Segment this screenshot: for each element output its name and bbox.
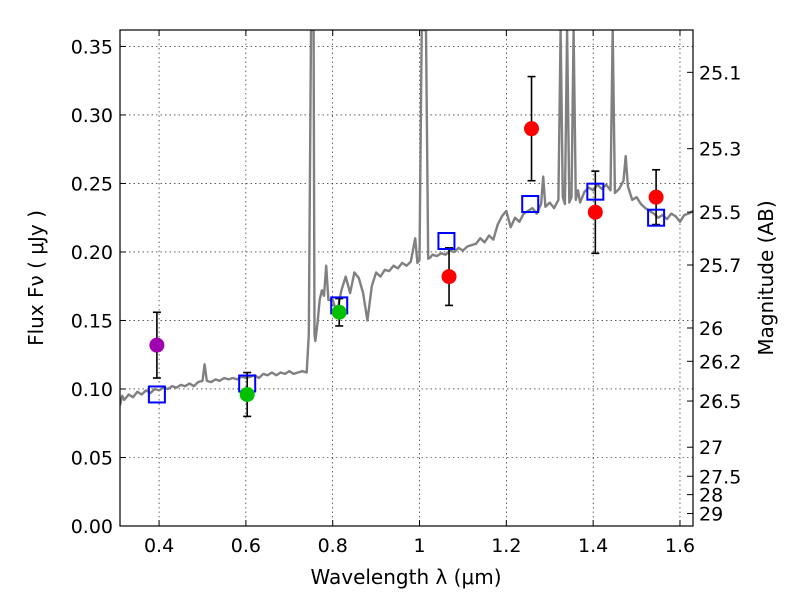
model-spectrum-line	[120, 30, 693, 406]
mag-tick-label: 25.1	[699, 62, 741, 84]
y-axis-label: Flux Fν ( μJy )	[24, 210, 48, 346]
x-tick-label: 1.4	[578, 535, 608, 557]
observed-point	[239, 386, 255, 402]
y-tick-label: 0.20	[71, 242, 113, 264]
mag-tick-label: 26	[699, 318, 723, 340]
model-point-square	[147, 385, 166, 404]
x-tick-label: 1	[413, 535, 425, 557]
x-tick-label: 0.4	[144, 535, 174, 557]
observed-point	[587, 204, 603, 220]
observed-point	[149, 337, 165, 353]
model-point-square	[521, 195, 540, 214]
axis-ticks: 0.4 0.6 0.8 1 1.2 1.4 1.6 0.00 0.05 0.10 0.15 0.20 0…	[71, 30, 741, 557]
y-tick-label: 0.25	[71, 173, 113, 195]
y-tick-label: 0.15	[71, 310, 113, 332]
model-point-square	[586, 182, 605, 201]
y-tick-label: 0.05	[71, 447, 113, 469]
mag-tick-label: 29	[699, 504, 723, 526]
model-point-square	[437, 232, 456, 251]
mag-tick-label: 25.3	[699, 139, 741, 161]
x-tick-label: 0.8	[318, 535, 348, 557]
plot-frame	[119, 29, 694, 527]
mag-tick-label: 28	[699, 485, 723, 507]
x-tick-label: 1.2	[491, 535, 521, 557]
observed-point	[648, 189, 664, 205]
x-tick-label: 0.6	[231, 535, 261, 557]
y-tick-label: 0.00	[71, 516, 113, 538]
x-axis-label: Wavelength λ (μm)	[310, 565, 501, 589]
mag-tick-label: 26.2	[699, 351, 741, 373]
mag-tick-label: 25.7	[699, 255, 741, 277]
mag-tick-label: 26.5	[699, 391, 741, 413]
y-axis-right-label: Magnitude (AB)	[754, 200, 778, 355]
observed-point	[331, 304, 347, 320]
plot-area	[120, 30, 693, 418]
mag-tick-label: 27.5	[699, 466, 741, 488]
y-tick-label: 0.35	[71, 36, 113, 58]
observed-point	[524, 121, 540, 137]
y-tick-label: 0.30	[71, 105, 113, 127]
observed-point	[441, 269, 457, 285]
mag-tick-label: 25.5	[699, 202, 741, 224]
mag-tick-label: 27	[699, 437, 723, 459]
model-point-square	[647, 208, 666, 227]
y-tick-label: 0.10	[71, 379, 113, 401]
x-tick-label: 1.6	[665, 535, 695, 557]
